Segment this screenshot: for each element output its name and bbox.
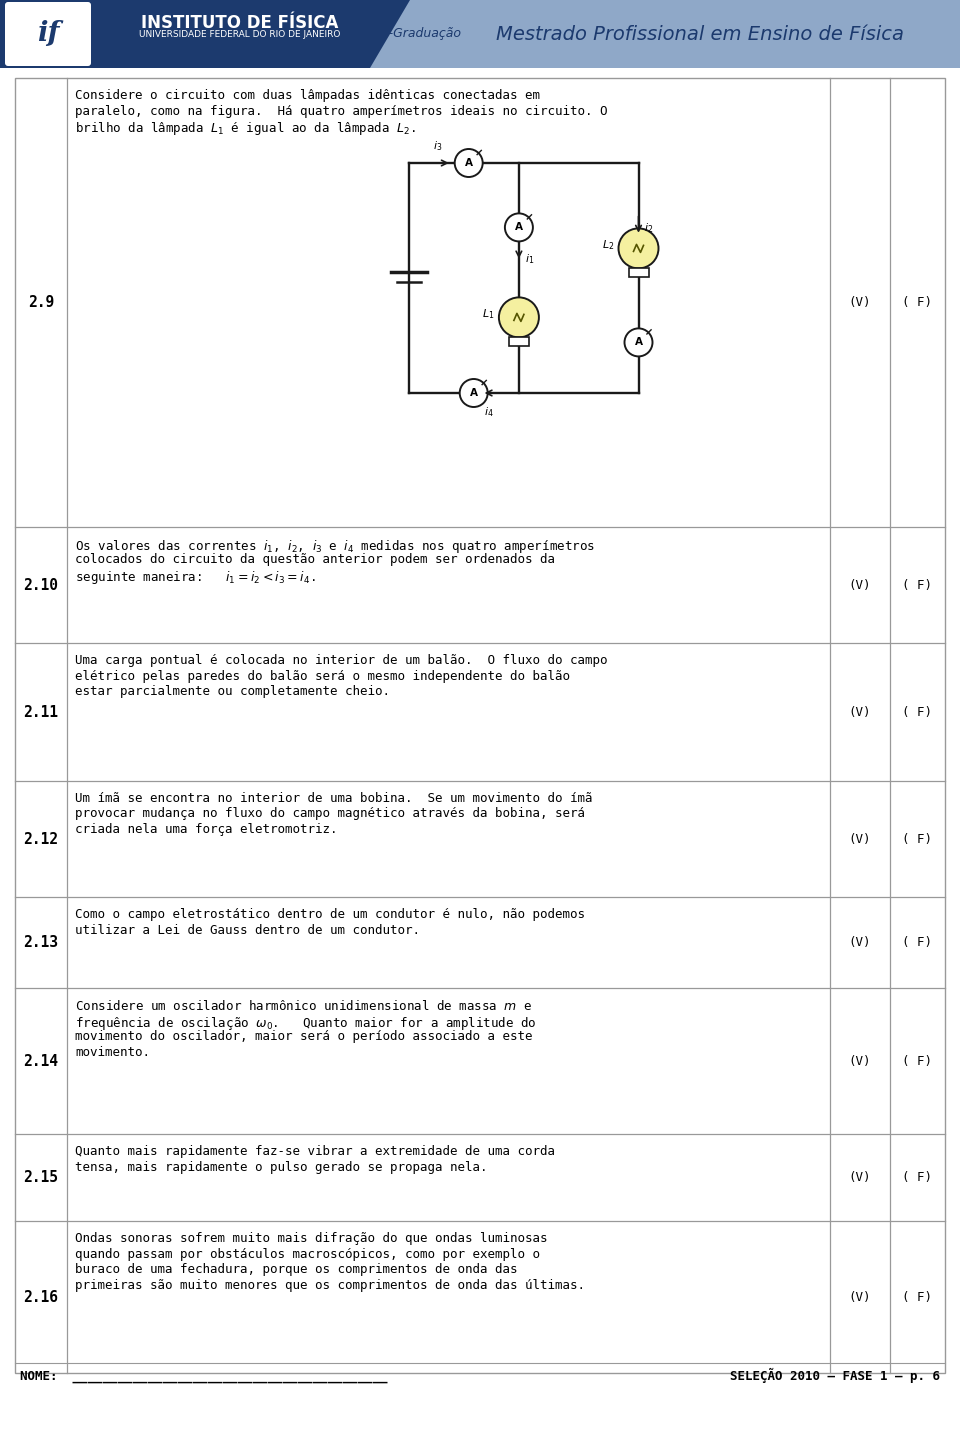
Text: 2.14: 2.14 xyxy=(23,1053,59,1069)
Text: 2.13: 2.13 xyxy=(23,936,59,950)
Text: tensa, mais rapidamente o pulso gerado se propaga nela.: tensa, mais rapidamente o pulso gerado s… xyxy=(75,1161,488,1174)
Text: seguinte maneira:   $i_1 = i_2 < i_3 = i_4$.: seguinte maneira: $i_1 = i_2 < i_3 = i_4… xyxy=(75,568,316,585)
Text: ( F): ( F) xyxy=(902,937,932,950)
Text: utilizar a Lei de Gauss dentro de um condutor.: utilizar a Lei de Gauss dentro de um con… xyxy=(75,924,420,937)
Text: A: A xyxy=(465,158,472,168)
Text: Considere um oscilador harmônico unidimensional de massa $m$ e: Considere um oscilador harmônico unidime… xyxy=(75,999,533,1013)
Text: provocar mudança no fluxo do campo magnético através da bobina, será: provocar mudança no fluxo do campo magné… xyxy=(75,808,585,821)
Text: Ondas sonoras sofrem muito mais difração do que ondas luminosas: Ondas sonoras sofrem muito mais difração… xyxy=(75,1233,547,1246)
Text: (V): (V) xyxy=(849,1290,872,1304)
Text: $L_1$: $L_1$ xyxy=(483,307,495,321)
Text: Considere o circuito com duas lâmpadas idênticas conectadas em: Considere o circuito com duas lâmpadas i… xyxy=(75,89,540,102)
Text: A: A xyxy=(515,222,523,232)
Text: primeiras são muito menores que os comprimentos de onda das últimas.: primeiras são muito menores que os compr… xyxy=(75,1279,585,1292)
FancyBboxPatch shape xyxy=(5,1,91,66)
Text: brilho da lâmpada $L_1$ é igual ao da lâmpada $L_2$.: brilho da lâmpada $L_1$ é igual ao da lâ… xyxy=(75,121,416,136)
Text: Pós-Graduação: Pós-Graduação xyxy=(368,27,462,40)
Text: Um ímã se encontra no interior de uma bobina.  Se um movimento do ímã: Um ímã se encontra no interior de uma bo… xyxy=(75,792,592,805)
Text: (V): (V) xyxy=(849,706,872,719)
Text: $i_3$: $i_3$ xyxy=(433,139,442,154)
Text: colocados do circuito da questão anterior podem ser ordenados da: colocados do circuito da questão anterio… xyxy=(75,554,555,567)
Bar xyxy=(509,337,529,346)
Text: (V): (V) xyxy=(849,1055,872,1068)
Text: buraco de uma fechadura, porque os comprimentos de onda das: buraco de uma fechadura, porque os compr… xyxy=(75,1263,517,1277)
Text: Quanto mais rapidamente faz-se vibrar a extremidade de uma corda: Quanto mais rapidamente faz-se vibrar a … xyxy=(75,1145,555,1158)
Bar xyxy=(0,0,960,67)
Text: ( F): ( F) xyxy=(902,1290,932,1304)
Text: (V): (V) xyxy=(849,937,872,950)
Text: (V): (V) xyxy=(849,1171,872,1184)
Text: Como o campo eletrostático dentro de um condutor é nulo, não podemos: Como o campo eletrostático dentro de um … xyxy=(75,908,585,921)
Text: INSTITUTO DE FÍSICA: INSTITUTO DE FÍSICA xyxy=(141,14,339,32)
Text: SELEÇÃO 2010 – FASE 1 – p. 6: SELEÇÃO 2010 – FASE 1 – p. 6 xyxy=(730,1368,940,1383)
Text: criada nela uma força eletromotriz.: criada nela uma força eletromotriz. xyxy=(75,822,338,835)
Text: 2.11: 2.11 xyxy=(23,705,59,719)
Circle shape xyxy=(625,329,653,356)
Text: (V): (V) xyxy=(849,296,872,309)
Circle shape xyxy=(499,297,539,337)
Circle shape xyxy=(455,149,483,177)
Text: ( F): ( F) xyxy=(902,832,932,845)
Text: ( F): ( F) xyxy=(902,1055,932,1068)
Circle shape xyxy=(618,228,659,268)
Text: movimento do oscilador, maior será o período associado a este: movimento do oscilador, maior será o per… xyxy=(75,1030,533,1043)
Text: UNIVERSIDADE FEDERAL DO RIO DE JANEIRO: UNIVERSIDADE FEDERAL DO RIO DE JANEIRO xyxy=(139,30,341,39)
Text: estar parcialmente ou completamente cheio.: estar parcialmente ou completamente chei… xyxy=(75,686,390,699)
Text: paralelo, como na figura.  Há quatro amperímetros ideais no circuito. O: paralelo, como na figura. Há quatro ampe… xyxy=(75,105,608,118)
Text: 2.9: 2.9 xyxy=(28,294,54,310)
Polygon shape xyxy=(0,0,410,67)
Text: movimento.: movimento. xyxy=(75,1046,150,1059)
Text: ( F): ( F) xyxy=(902,706,932,719)
Text: Os valores das correntes $i_1$, $i_2$, $i_3$ e $i_4$ medidas nos quatro amperíme: Os valores das correntes $i_1$, $i_2$, $… xyxy=(75,538,595,555)
Text: 2.16: 2.16 xyxy=(23,1290,59,1304)
Text: $L_2$: $L_2$ xyxy=(602,238,614,253)
Circle shape xyxy=(460,379,488,408)
Bar xyxy=(629,268,649,277)
Text: if: if xyxy=(36,20,60,47)
Text: 2.15: 2.15 xyxy=(23,1171,59,1185)
Text: (V): (V) xyxy=(849,832,872,845)
Text: frequência de oscilação $\omega_0$.   Quanto maior for a amplitude do: frequência de oscilação $\omega_0$. Quan… xyxy=(75,1015,537,1032)
Text: (V): (V) xyxy=(849,578,872,591)
Text: elétrico pelas paredes do balão será o mesmo independente do balão: elétrico pelas paredes do balão será o m… xyxy=(75,670,570,683)
Text: $i_4$: $i_4$ xyxy=(484,405,493,419)
Text: $i_1$: $i_1$ xyxy=(525,253,534,267)
Bar xyxy=(0,0,370,67)
Text: A: A xyxy=(469,387,478,397)
Text: $i_2$: $i_2$ xyxy=(644,221,654,235)
Text: Mestrado Profissional em Ensino de Física: Mestrado Profissional em Ensino de Físic… xyxy=(496,24,904,43)
Text: ( F): ( F) xyxy=(902,296,932,309)
Text: ( F): ( F) xyxy=(902,1171,932,1184)
Text: 2.10: 2.10 xyxy=(23,577,59,593)
Text: Uma carga pontual é colocada no interior de um balão.  O fluxo do campo: Uma carga pontual é colocada no interior… xyxy=(75,654,608,667)
Text: NOME:  __________________________________________: NOME: __________________________________… xyxy=(20,1370,388,1383)
Text: A: A xyxy=(635,337,642,347)
Text: quando passam por obstáculos macroscópicos, como por exemplo o: quando passam por obstáculos macroscópic… xyxy=(75,1248,540,1261)
Circle shape xyxy=(505,214,533,241)
Text: 2.12: 2.12 xyxy=(23,832,59,847)
Text: ( F): ( F) xyxy=(902,578,932,591)
